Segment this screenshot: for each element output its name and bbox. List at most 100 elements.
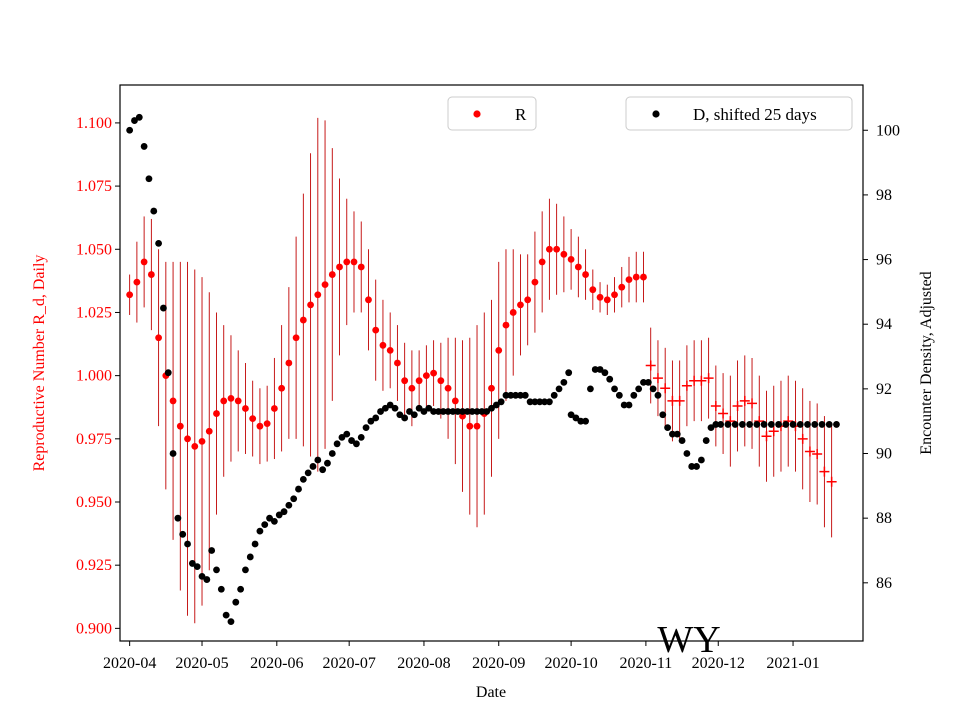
r-point bbox=[285, 359, 293, 367]
d-point bbox=[753, 421, 761, 428]
d-point bbox=[497, 398, 505, 406]
r-point bbox=[292, 334, 300, 342]
d-point bbox=[242, 566, 249, 574]
left-y-tick-label: 0.975 bbox=[76, 431, 112, 448]
d-point bbox=[164, 369, 172, 377]
d-point bbox=[131, 117, 138, 124]
r-point bbox=[386, 346, 394, 354]
d-point bbox=[507, 391, 515, 399]
d-point bbox=[620, 401, 628, 409]
left-y-tick-label: 1.025 bbox=[76, 304, 112, 321]
r-point bbox=[343, 258, 351, 266]
d-point bbox=[596, 366, 604, 373]
r-point-plus bbox=[761, 431, 772, 442]
d-point bbox=[299, 475, 307, 483]
d-point bbox=[673, 430, 681, 438]
d-point bbox=[833, 421, 840, 428]
r-point bbox=[422, 372, 430, 380]
r-point bbox=[466, 422, 474, 430]
legend-r: R bbox=[447, 96, 537, 131]
r-points-group bbox=[126, 245, 837, 487]
x-tick-label: 2020-09 bbox=[472, 655, 525, 672]
d-point bbox=[179, 530, 187, 538]
r-point bbox=[133, 278, 141, 286]
d-point bbox=[227, 618, 235, 626]
d-point bbox=[775, 421, 782, 428]
legend-r-marker bbox=[473, 110, 481, 118]
d-point bbox=[261, 521, 269, 529]
d-point bbox=[160, 304, 167, 312]
d-point bbox=[746, 421, 754, 428]
d-point bbox=[309, 463, 317, 470]
d-point bbox=[208, 547, 216, 554]
d-point bbox=[251, 540, 259, 548]
r-point bbox=[249, 415, 257, 422]
r-point bbox=[184, 435, 191, 443]
d-point bbox=[169, 450, 177, 457]
d-point bbox=[697, 456, 705, 464]
d-point bbox=[724, 421, 732, 428]
d-point bbox=[256, 527, 264, 535]
r-point bbox=[574, 263, 582, 271]
r-point-plus bbox=[710, 400, 721, 411]
d-point bbox=[193, 563, 201, 571]
r-point bbox=[299, 316, 307, 324]
left-y-tick-label: 1.000 bbox=[76, 368, 112, 385]
d-point bbox=[420, 408, 428, 415]
r-point bbox=[408, 384, 416, 392]
d-point bbox=[357, 433, 365, 441]
r-point bbox=[379, 341, 387, 349]
r-point bbox=[365, 296, 372, 304]
r-point bbox=[632, 273, 640, 281]
r-point bbox=[560, 250, 568, 258]
x-tick-label: 2020-04 bbox=[103, 655, 156, 672]
left-y-tick-label: 0.925 bbox=[76, 557, 112, 574]
r-point bbox=[234, 397, 242, 405]
r-point bbox=[263, 420, 271, 428]
d-point bbox=[266, 514, 273, 522]
r-point-plus bbox=[660, 383, 671, 394]
d-point bbox=[145, 175, 153, 183]
x-tick-label: 2020-05 bbox=[175, 655, 228, 672]
d-point bbox=[818, 421, 826, 428]
x-tick-label: 2020-10 bbox=[544, 655, 597, 672]
d-point bbox=[222, 611, 230, 619]
r-point-plus bbox=[703, 373, 714, 384]
r-point bbox=[126, 291, 134, 299]
d-point bbox=[362, 424, 370, 432]
left-y-tick-label: 1.050 bbox=[76, 241, 112, 258]
d-point bbox=[449, 408, 457, 415]
r-point bbox=[531, 278, 539, 286]
legend-d-box bbox=[625, 96, 853, 131]
x-tick-label: 2021-01 bbox=[766, 655, 819, 672]
d-point bbox=[606, 375, 614, 383]
d-point bbox=[717, 421, 725, 428]
d-point bbox=[659, 411, 667, 419]
d-point bbox=[550, 391, 558, 399]
d-point bbox=[353, 440, 360, 448]
d-point bbox=[565, 369, 573, 377]
right-y-axis: 86 88 90 92 94 96 98 100 bbox=[863, 122, 900, 592]
d-point bbox=[811, 421, 819, 428]
d-point bbox=[285, 501, 293, 509]
d-point bbox=[367, 417, 375, 425]
d-point bbox=[463, 408, 471, 415]
d-point bbox=[526, 398, 534, 406]
d-point bbox=[664, 424, 672, 432]
d-point bbox=[372, 414, 380, 422]
d-point bbox=[640, 378, 647, 386]
legend-d-marker bbox=[652, 110, 660, 118]
left-y-tick-label: 0.950 bbox=[76, 494, 112, 511]
r-point bbox=[618, 283, 626, 291]
r-point bbox=[155, 334, 162, 342]
r-point bbox=[328, 271, 336, 278]
d-point bbox=[767, 421, 775, 428]
r-point-plus bbox=[826, 476, 837, 487]
r-point bbox=[169, 397, 177, 405]
d-point bbox=[275, 511, 283, 519]
r-point bbox=[140, 258, 148, 266]
r-point-plus bbox=[739, 395, 750, 406]
r-point bbox=[242, 405, 249, 412]
r-point bbox=[502, 321, 510, 329]
r-point bbox=[270, 405, 278, 412]
